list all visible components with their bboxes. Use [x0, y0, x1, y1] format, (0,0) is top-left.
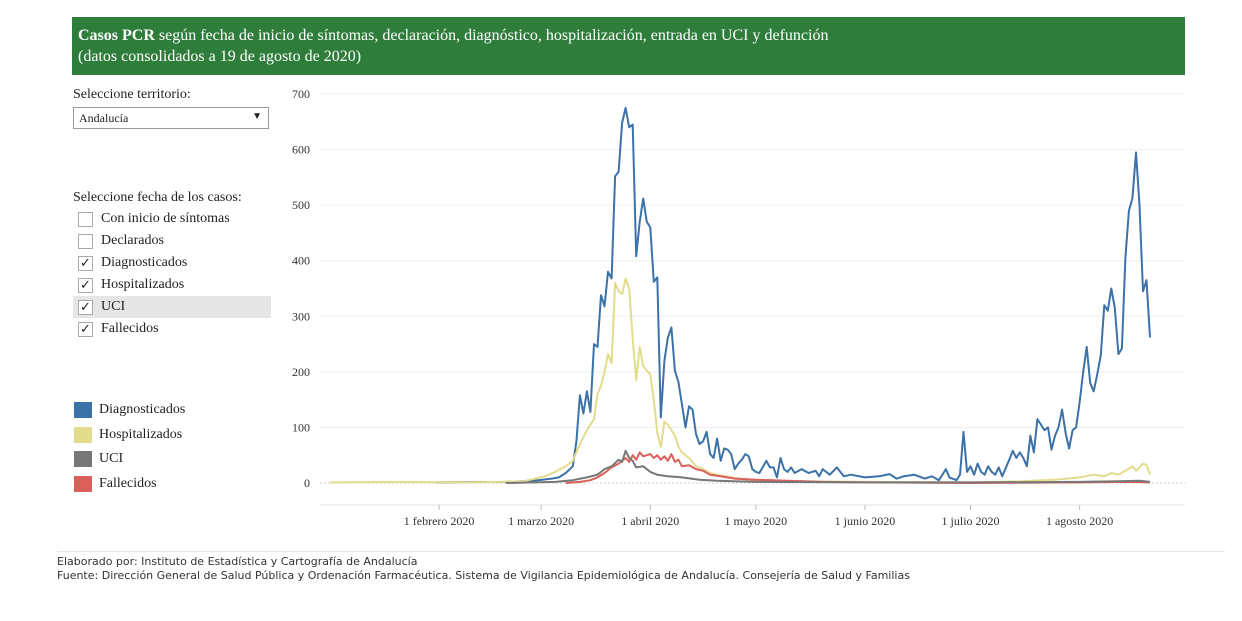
- check-item-hospitalizados[interactable]: ✓ Hospitalizados: [73, 274, 271, 296]
- footer-divider: [57, 551, 1225, 552]
- legend-swatch: [74, 402, 92, 419]
- footer: Elaborado por: Instituto de Estadística …: [57, 555, 910, 583]
- title-rest: según fecha de inicio de síntomas, decla…: [154, 27, 829, 44]
- check-item-fallecidos[interactable]: ✓ Fallecidos: [73, 318, 271, 340]
- dropdown-arrow-icon: ▼: [252, 111, 262, 122]
- check-label: Declarados: [101, 233, 164, 248]
- y-tick-label: 300: [292, 309, 310, 323]
- territory-select[interactable]: Andalucía ▼: [73, 107, 269, 129]
- check-item-declarados[interactable]: Declarados: [73, 230, 271, 252]
- check-label: Hospitalizados: [101, 277, 185, 292]
- y-tick-label: 600: [292, 143, 310, 157]
- checkbox-icon[interactable]: [78, 233, 93, 249]
- checkmark-icon[interactable]: ✓: [78, 321, 93, 337]
- check-item-sintomas[interactable]: Con inicio de síntomas: [73, 208, 271, 230]
- chart-title: Casos PCR según fecha de inicio de sínto…: [78, 25, 1179, 46]
- x-tick-label: 1 mayo 2020: [725, 514, 788, 528]
- title-bold: Casos PCR: [78, 27, 155, 44]
- series-line-hospitalizados: [329, 277, 1151, 484]
- legend-item-fallecidos[interactable]: Fallecidos: [74, 472, 185, 497]
- check-label: UCI: [101, 299, 126, 314]
- legend-swatch: [74, 451, 92, 468]
- x-tick-label: 1 agosto 2020: [1046, 514, 1113, 528]
- check-label: Diagnosticados: [101, 255, 188, 270]
- date-filter-label: Seleccione fecha de los casos:: [73, 190, 242, 205]
- x-tick-label: 1 febrero 2020: [404, 514, 475, 528]
- x-tick-label: 1 junio 2020: [835, 514, 896, 528]
- line-chart[interactable]: 0 100 200 300 400 500 600 700 1 febrero 2020 1 ma…: [270, 80, 1190, 540]
- y-tick-label: 200: [292, 365, 310, 379]
- legend-label: Fallecidos: [99, 475, 157, 491]
- x-tick-label: 1 julio 2020: [942, 514, 1000, 528]
- y-tick-label: 100: [292, 420, 310, 434]
- legend-item-diagnosticados[interactable]: Diagnosticados: [74, 398, 185, 423]
- series-line-uci: [505, 449, 1151, 484]
- legend-label: Hospitalizados: [99, 426, 183, 442]
- territory-label: Seleccione territorio:: [73, 87, 191, 102]
- check-item-uci[interactable]: ✓ UCI: [73, 296, 271, 318]
- y-tick-label: 700: [292, 87, 310, 101]
- legend-label: Diagnosticados: [99, 402, 186, 418]
- footer-credit: Elaborado por: Instituto de Estadística …: [57, 555, 418, 568]
- chart-header: Casos PCR según fecha de inicio de sínto…: [72, 17, 1185, 75]
- date-filter-list: Con inicio de síntomas Declarados ✓ Diag…: [73, 208, 271, 340]
- check-label: Fallecidos: [101, 321, 159, 336]
- footer-source: Fuente: Dirección General de Salud Públi…: [57, 569, 910, 582]
- checkbox-icon[interactable]: [78, 211, 93, 227]
- checkmark-icon[interactable]: ✓: [78, 255, 93, 271]
- x-tick-label: 1 abril 2020: [621, 514, 679, 528]
- series-line-diagnosticados: [435, 106, 1151, 484]
- legend-item-uci[interactable]: UCI: [74, 447, 185, 472]
- checkmark-icon[interactable]: ✓: [78, 299, 93, 315]
- chart-subtitle: (datos consolidados a 19 de agosto de 20…: [78, 48, 362, 65]
- y-tick-label: 400: [292, 254, 310, 268]
- legend-item-hospitalizados[interactable]: Hospitalizados: [74, 423, 185, 448]
- x-tick-label: 1 marzo 2020: [508, 514, 574, 528]
- check-item-diagnosticados[interactable]: ✓ Diagnosticados: [73, 252, 271, 274]
- chart-legend: Diagnosticados Hospitalizados UCI Fallec…: [74, 398, 185, 496]
- series-line-fallecidos: [565, 451, 1151, 484]
- checkmark-icon[interactable]: ✓: [78, 277, 93, 293]
- check-label: Con inicio de síntomas: [101, 211, 230, 226]
- y-tick-label: 0: [304, 476, 310, 490]
- legend-label: UCI: [99, 451, 124, 467]
- y-tick-label: 500: [292, 198, 310, 212]
- legend-swatch: [74, 475, 92, 492]
- legend-swatch: [74, 426, 92, 443]
- territory-selected-value: Andalucía: [79, 111, 129, 125]
